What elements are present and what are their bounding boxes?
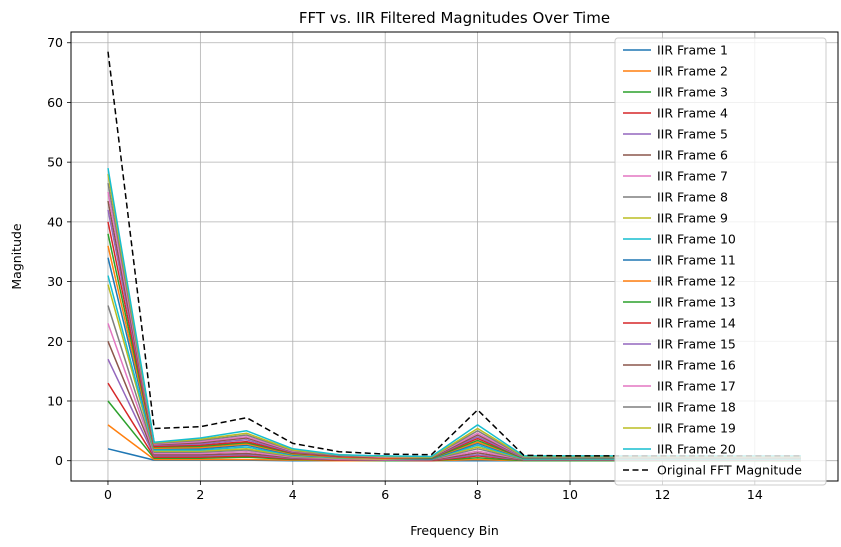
legend-label: IIR Frame 10 [657,232,736,247]
legend-label: IIR Frame 4 [657,106,728,121]
series-line-21 [107,51,801,457]
y-tick-label: 40 [47,214,63,229]
legend-label: IIR Frame 20 [657,442,736,457]
legend-label: IIR Frame 2 [657,64,728,79]
y-tick-label: 50 [47,155,63,170]
x-tick-label: 4 [289,487,297,502]
x-tick-label: 14 [747,487,763,502]
legend-label: IIR Frame 8 [657,190,728,205]
legend-label: IIR Frame 3 [657,85,728,100]
x-tick-label: 0 [104,487,112,502]
legend-box [614,37,827,486]
chart-title: FFT vs. IIR Filtered Magnitudes Over Tim… [299,9,610,27]
legend-label: IIR Frame 17 [657,379,736,394]
y-tick-label: 60 [47,95,63,110]
x-axis-title: Frequency Bin [410,523,499,538]
plot-area-frame [70,31,839,482]
x-tick-label: 2 [196,487,204,502]
y-axis-ticks: 0 10 20 30 40 50 60 70 [47,35,71,468]
legend-label: IIR Frame 13 [657,295,736,310]
y-tick-label: 30 [47,274,63,289]
legend-label: IIR Frame 14 [657,316,736,331]
legend-label: IIR Frame 11 [657,253,736,268]
legend-label: IIR Frame 1 [657,43,728,58]
legend-label: IIR Frame 12 [657,274,736,289]
x-tick-label: 10 [562,487,578,502]
legend-label: IIR Frame 15 [657,337,736,352]
x-axis-ticks: 0 2 4 6 8 10 12 14 [104,481,763,502]
y-tick-label: 70 [47,35,63,50]
x-tick-label: 6 [381,487,389,502]
legend-label: Original FFT Magnitude [657,463,802,478]
legend-label: IIR Frame 18 [657,400,736,415]
legend-label: IIR Frame 5 [657,127,728,142]
x-tick-label: 8 [474,487,482,502]
legend-label: IIR Frame 9 [657,211,728,226]
legend-label: IIR Frame 16 [657,358,736,373]
legend: IIR Frame 1 IIR Frame 2 IIR Frame 3 IIR Fra… [614,37,827,486]
x-tick-label: 12 [654,487,670,502]
y-tick-label: 10 [47,393,63,408]
y-axis-title: Magnitude [9,223,24,290]
y-tick-label: 0 [55,453,63,468]
legend-label: IIR Frame 6 [657,148,728,163]
y-tick-label: 20 [47,334,63,349]
legend-label: IIR Frame 7 [657,169,728,184]
legend-label: IIR Frame 19 [657,421,736,436]
